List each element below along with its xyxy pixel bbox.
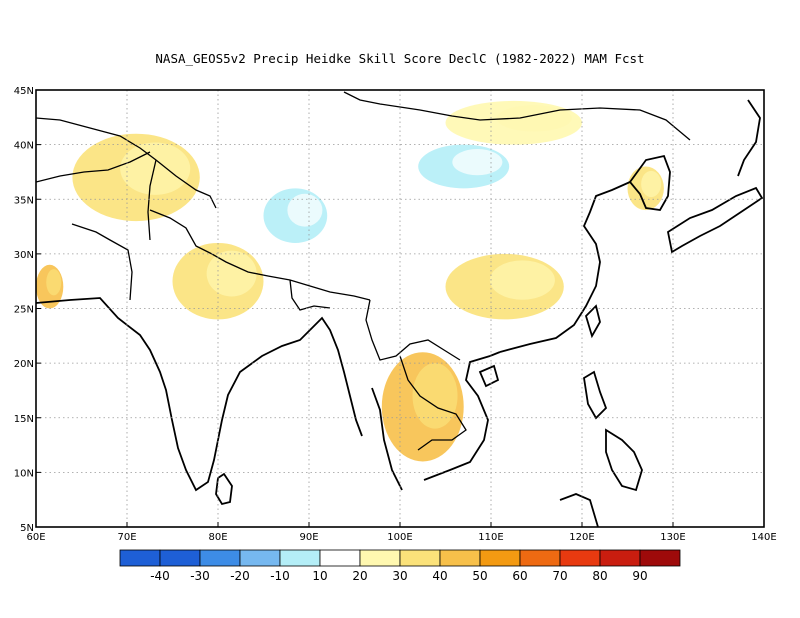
colorbar-label: 50 — [472, 569, 487, 583]
colorbar-swatch — [519, 549, 561, 567]
skill-patch — [206, 250, 257, 297]
colorbar-swatch — [639, 549, 681, 567]
colorbar-label: 60 — [512, 569, 527, 583]
colorbar: -40 -30 -20 -10 10 20 30 40 50 60 70 80 90 — [119, 549, 681, 583]
skill-patch — [287, 193, 323, 227]
y-tick-label: 45N — [14, 86, 34, 97]
colorbar-swatch — [239, 549, 281, 567]
colorbar-swatch — [559, 549, 601, 567]
x-tick-label: 120E — [569, 532, 594, 543]
skill-patch — [489, 260, 555, 300]
x-tick-label: 80E — [208, 532, 227, 543]
coastlines — [36, 99, 764, 527]
colorbar-swatch — [159, 549, 201, 567]
skill-patch — [46, 269, 62, 296]
skill-patch — [412, 363, 458, 429]
y-tick-label: 35N — [14, 195, 34, 206]
x-tick-label: 130E — [660, 532, 685, 543]
y-tick-label: 5N — [20, 523, 34, 534]
x-tick-label: 60E — [26, 532, 45, 543]
x-axis-ticks: 60E 70E 80E 90E 100E 110E 120E 130E 140E — [26, 522, 777, 543]
colorbar-swatch — [439, 549, 481, 567]
y-tick-label: 10N — [14, 468, 34, 479]
colorbar-swatch — [599, 549, 641, 567]
grid-lines — [36, 90, 764, 527]
colorbar-label: -30 — [190, 569, 210, 583]
y-tick-label: 40N — [14, 141, 34, 152]
y-tick-label: 15N — [14, 414, 34, 425]
x-tick-label: 100E — [387, 532, 412, 543]
colorbar-swatch — [319, 549, 361, 567]
country-borders — [36, 91, 691, 451]
chart-title: NASA_GEOS5v2 Precip Heidke Skill Score D… — [155, 51, 644, 66]
x-tick-label: 70E — [117, 532, 136, 543]
y-tick-label: 25N — [14, 305, 34, 316]
colorbar-label: 40 — [432, 569, 447, 583]
y-tick-label: 30N — [14, 250, 34, 261]
y-tick-label: 20N — [14, 359, 34, 370]
colorbar-label: 30 — [392, 569, 407, 583]
colorbar-label: 80 — [592, 569, 607, 583]
colorbar-swatch — [119, 549, 161, 567]
colorbar-label: 90 — [632, 569, 647, 583]
x-tick-label: 90E — [299, 532, 318, 543]
colorbar-label: 20 — [352, 569, 367, 583]
colorbar-label: -10 — [270, 569, 290, 583]
colorbar-label: 70 — [552, 569, 567, 583]
colorbar-label: -20 — [230, 569, 250, 583]
y-axis-ticks: 5N 10N 15N 20N 25N 30N 35N 40N 45N — [14, 86, 41, 534]
colorbar-label: -40 — [150, 569, 170, 583]
skill-patch — [120, 142, 191, 195]
skill-patch — [641, 170, 662, 198]
colorbar-label: 10 — [312, 569, 327, 583]
colorbar-swatch — [479, 549, 521, 567]
colorbar-swatch — [279, 549, 321, 567]
x-tick-label: 110E — [478, 532, 503, 543]
skill-patch — [452, 148, 503, 176]
colorbar-swatch — [399, 549, 441, 567]
x-tick-label: 140E — [751, 532, 776, 543]
colorbar-swatch — [359, 549, 401, 567]
colorbar-swatch — [199, 549, 241, 567]
